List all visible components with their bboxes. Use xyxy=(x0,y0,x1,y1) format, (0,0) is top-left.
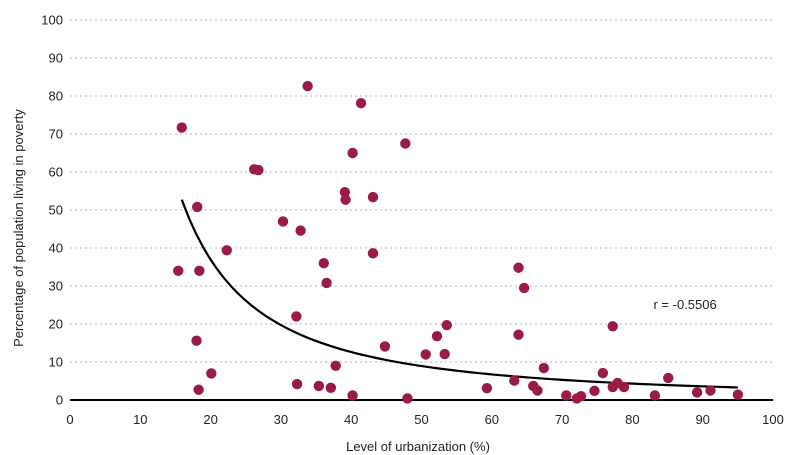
tick-labels: 0 10 20 30 40 50 60 70 80 90 100 0 10 20 30 40 50 60 70 80 9… xyxy=(41,13,784,428)
data-point xyxy=(649,390,661,401)
data-point xyxy=(321,277,332,289)
y-tick-label: 70 xyxy=(49,127,63,142)
data-point xyxy=(589,385,600,397)
x-tick-label: 0 xyxy=(66,412,73,427)
x-tick-label: 60 xyxy=(485,412,499,427)
data-point xyxy=(313,380,325,392)
data-points xyxy=(173,80,744,404)
data-point xyxy=(513,329,524,340)
data-point xyxy=(173,265,184,276)
data-point xyxy=(347,390,358,401)
y-tick-label: 90 xyxy=(49,51,63,66)
x-tick-label: 100 xyxy=(762,412,784,427)
data-point xyxy=(732,389,744,400)
data-point xyxy=(355,98,367,109)
data-point xyxy=(400,138,411,149)
data-point xyxy=(221,245,232,256)
data-point xyxy=(420,349,431,360)
data-point xyxy=(431,330,443,342)
data-point xyxy=(691,387,703,398)
data-point xyxy=(379,341,391,352)
data-point xyxy=(302,80,313,92)
y-tick-label: 100 xyxy=(41,13,63,28)
y-tick-label: 60 xyxy=(49,165,63,180)
data-point xyxy=(441,319,453,331)
trendline xyxy=(180,199,738,389)
data-point xyxy=(561,390,572,401)
data-point xyxy=(192,201,203,213)
data-point xyxy=(339,186,351,198)
y-tick-label: 50 xyxy=(49,203,63,218)
data-point xyxy=(194,265,205,276)
data-point xyxy=(325,382,337,394)
data-point xyxy=(291,378,303,390)
data-point xyxy=(253,164,264,176)
data-point xyxy=(597,367,609,379)
data-point xyxy=(193,384,204,395)
data-point xyxy=(340,194,351,205)
x-tick-label: 10 xyxy=(133,412,147,427)
y-tick-label: 80 xyxy=(49,89,63,104)
data-point xyxy=(367,191,379,203)
x-tick-label: 90 xyxy=(695,412,709,427)
y-tick-label: 40 xyxy=(49,241,63,256)
data-point xyxy=(513,262,524,273)
data-point xyxy=(277,216,289,227)
y-axis-title: Percentage of population living in pover… xyxy=(11,109,26,347)
x-tick-label: 70 xyxy=(555,412,569,427)
correlation-annotation: r = -0.5506 xyxy=(653,297,716,312)
y-tick-label: 10 xyxy=(49,355,63,370)
x-axis-title: Level of urbanization (%) xyxy=(346,439,490,454)
data-point xyxy=(663,372,674,384)
x-tick-label: 40 xyxy=(344,412,358,427)
data-point xyxy=(318,258,329,269)
data-point xyxy=(330,360,341,371)
y-tick-label: 0 xyxy=(56,393,63,408)
data-point xyxy=(439,348,450,360)
data-point xyxy=(532,385,543,396)
x-tick-label: 80 xyxy=(625,412,639,427)
data-point xyxy=(481,383,493,394)
data-point xyxy=(206,368,217,379)
data-point xyxy=(402,393,413,404)
data-point xyxy=(191,335,202,346)
y-tick-label: 30 xyxy=(49,279,63,294)
data-point xyxy=(518,282,530,294)
x-tick-label: 50 xyxy=(414,412,428,427)
data-point xyxy=(347,147,358,159)
data-point xyxy=(291,311,302,322)
data-point xyxy=(607,321,618,332)
data-point xyxy=(509,375,520,386)
data-point xyxy=(295,225,306,236)
y-tick-label: 20 xyxy=(49,317,63,332)
data-point xyxy=(367,248,379,259)
data-point xyxy=(538,362,550,374)
x-tick-label: 20 xyxy=(203,412,217,427)
x-tick-label: 30 xyxy=(274,412,288,427)
trendline-group xyxy=(180,199,738,389)
data-point xyxy=(705,385,716,396)
data-point xyxy=(618,381,630,393)
data-point xyxy=(176,122,187,133)
gridlines xyxy=(70,19,773,363)
data-point xyxy=(575,391,587,402)
